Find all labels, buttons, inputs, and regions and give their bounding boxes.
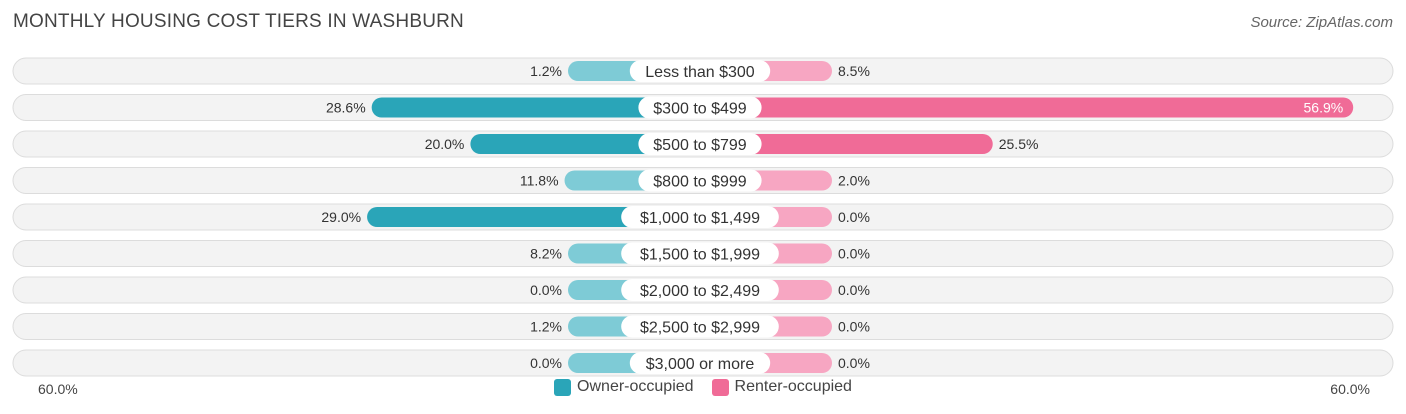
legend-label-owner: Owner-occupied bbox=[577, 378, 694, 395]
renter-value-label: 0.0% bbox=[838, 355, 870, 371]
category-label-box bbox=[629, 352, 771, 374]
owner-value-label: 1.2% bbox=[530, 319, 562, 335]
renter-value-label: 56.9% bbox=[1304, 100, 1344, 116]
chart-row: $3,000 or more 0.0% 0.0% bbox=[12, 349, 1394, 377]
owner-value-label: 8.2% bbox=[530, 246, 562, 262]
chart-row: $2,000 to $2,499 0.0% 0.0% bbox=[12, 276, 1394, 304]
renter-value-label: 8.5% bbox=[838, 63, 870, 79]
chart-row: $1,500 to $1,999 8.2% 0.0% bbox=[12, 240, 1394, 267]
owner-value-label: 0.0% bbox=[530, 355, 562, 371]
renter-value-label: 2.0% bbox=[838, 173, 870, 189]
renter-value-label: 25.5% bbox=[999, 136, 1039, 152]
chart-row: $1,000 to $1,499 29.0% 0.0% bbox=[12, 203, 1394, 231]
renter-value-label: 0.0% bbox=[838, 319, 870, 335]
owner-value-label: 1.2% bbox=[530, 63, 562, 79]
category-label-box bbox=[638, 169, 762, 192]
legend-item-renter: Renter-occupied bbox=[711, 378, 852, 396]
category-label: $3,000 or more bbox=[646, 356, 755, 373]
category-label: $800 to $999 bbox=[653, 174, 747, 191]
owner-value-label: 28.6% bbox=[326, 100, 366, 116]
chart-row: $300 to $499 28.6% 56.9% bbox=[12, 94, 1394, 121]
category-label-box bbox=[621, 242, 779, 265]
category-label-box bbox=[621, 206, 779, 228]
legend-swatch-owner bbox=[554, 378, 572, 396]
renter-value-label: 0.0% bbox=[838, 282, 870, 298]
chart-row: $800 to $999 11.8% 2.0% bbox=[12, 167, 1394, 194]
category-label: Less than $300 bbox=[645, 64, 755, 81]
category-label: $1,000 to $1,499 bbox=[640, 210, 760, 227]
category-label-box bbox=[638, 133, 762, 155]
renter-value-label: 0.0% bbox=[838, 246, 870, 262]
renter-bar bbox=[700, 97, 1354, 118]
legend-item-owner: Owner-occupied bbox=[554, 378, 694, 396]
category-label-box bbox=[621, 315, 779, 338]
legend-label-renter: Renter-occupied bbox=[734, 378, 852, 395]
category-label: $1,500 to $1,999 bbox=[640, 247, 760, 264]
chart-row: $2,500 to $2,999 1.2% 0.0% bbox=[12, 313, 1394, 340]
owner-bar bbox=[367, 207, 700, 227]
renter-value-label: 0.0% bbox=[838, 209, 870, 225]
owner-value-label: 20.0% bbox=[425, 136, 465, 152]
owner-bar bbox=[371, 97, 700, 118]
category-label: $500 to $799 bbox=[653, 137, 747, 154]
chart-title: MONTHLY HOUSING COST TIERS IN WASHBURN bbox=[13, 11, 464, 32]
category-label: $2,500 to $2,999 bbox=[640, 320, 760, 337]
chart-row: Less than $300 1.2% 8.5% bbox=[12, 57, 1394, 85]
category-label-box bbox=[638, 96, 762, 119]
owner-value-label: 29.0% bbox=[321, 209, 361, 225]
legend: Owner-occupied Renter-occupied bbox=[0, 378, 1406, 396]
category-label-box bbox=[629, 60, 771, 82]
axis-left-label: 60.0% bbox=[38, 381, 78, 397]
legend-swatch-renter bbox=[711, 378, 729, 396]
renter-bar bbox=[700, 134, 993, 154]
axis-right-label: 60.0% bbox=[1330, 381, 1370, 397]
owner-value-label: 11.8% bbox=[520, 173, 559, 189]
chart-source: Source: ZipAtlas.com bbox=[1250, 14, 1393, 31]
category-label-box bbox=[621, 279, 779, 301]
category-label: $300 to $499 bbox=[653, 101, 747, 118]
owner-value-label: 0.0% bbox=[530, 282, 562, 298]
chart-row: $500 to $799 20.0% 25.5% bbox=[12, 130, 1394, 158]
category-label: $2,000 to $2,499 bbox=[640, 283, 760, 300]
